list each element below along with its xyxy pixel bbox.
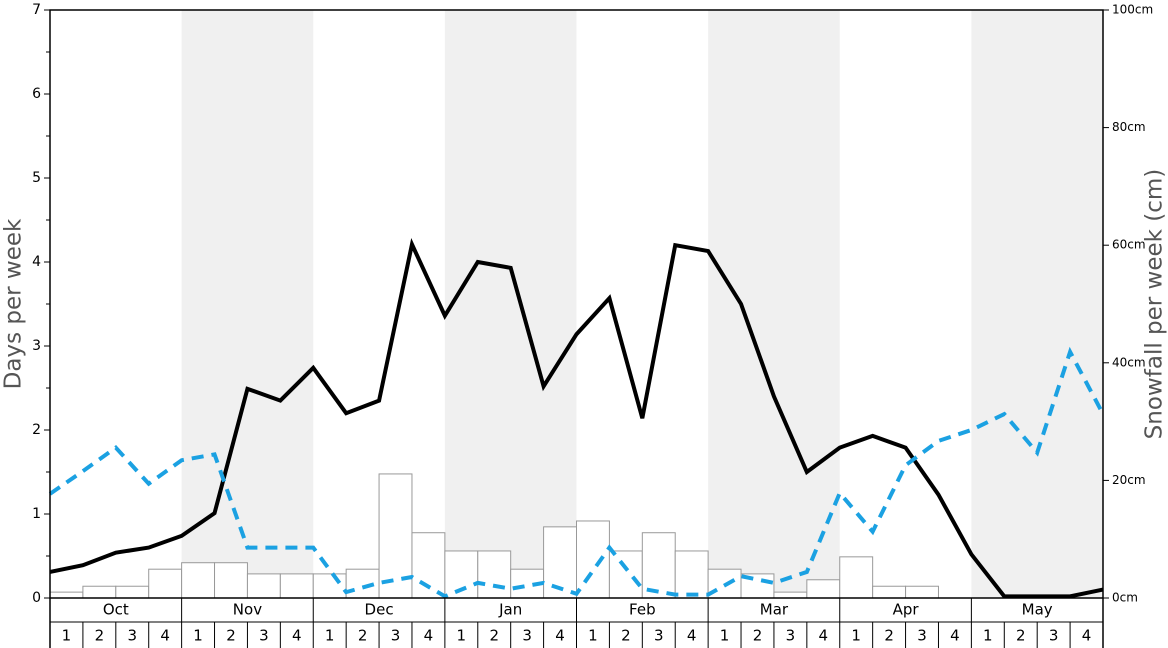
bar [773, 591, 808, 599]
x-tick-label: 2 [621, 627, 631, 645]
x-tick-label: 3 [917, 627, 927, 645]
x-tick-label: 3 [522, 627, 532, 645]
x-tick-label: 4 [160, 627, 170, 645]
bar [839, 556, 874, 599]
x-tick-label: 2 [884, 627, 894, 645]
x-tick-label: 4 [687, 627, 697, 645]
y-tick-label: 4 [32, 254, 41, 270]
y-tick-label: 7 [32, 2, 41, 18]
x-tick-label: 4 [950, 627, 960, 645]
line-series [48, 346, 1105, 599]
line-series [49, 238, 1104, 599]
x-tick-label: 4 [819, 627, 829, 645]
x-tick-label: 1 [62, 627, 72, 645]
x-tick-label: 3 [127, 627, 137, 645]
x-tick-label: 4 [292, 627, 302, 645]
y2-axis-label: Snowfall per week (cm) [1142, 169, 1168, 440]
y2-tick-label: 60cm [1112, 238, 1146, 252]
x-tick-label: 3 [1049, 627, 1059, 645]
y-tick-label: 5 [32, 170, 41, 186]
month-band [181, 10, 314, 598]
month-label: Nov [233, 601, 262, 619]
month-label: May [1022, 601, 1053, 619]
bar [872, 585, 907, 599]
month-label: Apr [893, 601, 920, 619]
month-band [444, 10, 577, 598]
y2-tick-label: 20cm [1112, 473, 1146, 487]
month-label: Mar [760, 601, 789, 619]
bar [49, 591, 84, 599]
x-tick-label: 4 [555, 627, 565, 645]
x-tick-label: 2 [489, 627, 499, 645]
bar [641, 532, 676, 599]
y-axis-label: Days per week [1, 218, 27, 389]
x-tick-label: 1 [720, 627, 730, 645]
month-label: Feb [629, 601, 656, 619]
x-tick-label: 2 [226, 627, 236, 645]
x-tick-label: 1 [851, 627, 861, 645]
x-tick-label: 1 [325, 627, 335, 645]
bar [674, 550, 709, 599]
month-label: Dec [365, 601, 394, 619]
month-band [971, 10, 1103, 598]
x-tick-label: 3 [786, 627, 796, 645]
month-label: Oct [103, 601, 129, 619]
y-tick-label: 0 [32, 590, 41, 606]
x-tick-label: 2 [1016, 627, 1026, 645]
bar [905, 585, 939, 599]
y-tick-label: 3 [32, 338, 41, 354]
x-tick-label: 2 [358, 627, 368, 645]
y-tick-label: 1 [32, 506, 41, 522]
bar [806, 579, 841, 599]
bar [148, 568, 183, 599]
x-tick-label: 1 [983, 627, 993, 645]
bar [181, 562, 216, 599]
month-label: Jan [498, 601, 522, 619]
bar [246, 573, 281, 599]
y-tick-label: 6 [32, 86, 41, 102]
y2-tick-label: 80cm [1112, 120, 1146, 134]
bar [82, 585, 117, 599]
x-tick-label: 2 [95, 627, 105, 645]
bar [477, 550, 512, 599]
x-tick-label: 2 [753, 627, 763, 645]
x-tick-label: 3 [259, 627, 269, 645]
bar [279, 573, 314, 599]
bar [214, 562, 248, 599]
bar [576, 520, 610, 599]
y-tick-label: 2 [32, 422, 41, 438]
x-tick-label: 4 [424, 627, 434, 645]
x-tick-label: 3 [391, 627, 401, 645]
bar [345, 568, 380, 599]
x-tick-label: 1 [193, 627, 203, 645]
month-band [708, 10, 840, 598]
x-tick-label: 3 [654, 627, 664, 645]
x-tick-label: 1 [457, 627, 467, 645]
x-tick-label: 4 [1082, 627, 1092, 645]
y2-tick-label: 100cm [1112, 3, 1153, 17]
x-tick-label: 1 [588, 627, 598, 645]
bar [608, 550, 643, 599]
y2-tick-label: 40cm [1112, 355, 1146, 369]
bar [115, 585, 150, 599]
bar [312, 573, 347, 599]
y2-tick-label: 0cm [1112, 591, 1138, 605]
